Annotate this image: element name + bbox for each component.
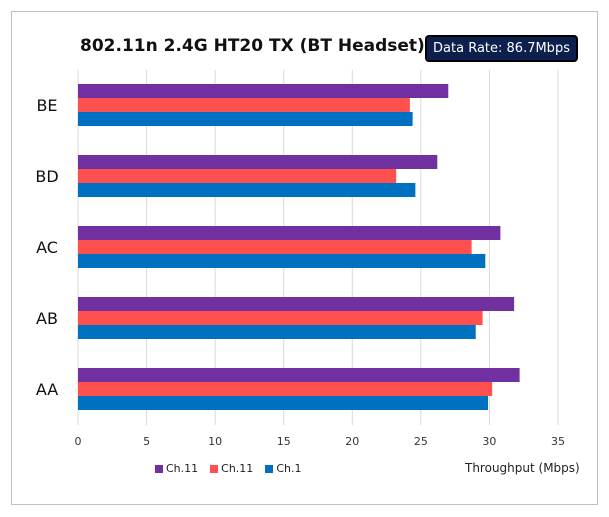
x-tick-label: 30 <box>482 435 496 448</box>
chart-title: 802.11n 2.4G HT20 TX (BT Headset) <box>80 36 425 56</box>
legend: Ch.11 Ch.11 Ch.1 <box>155 462 301 475</box>
x-tick-label: 10 <box>208 435 222 448</box>
bar-aa-series-2 <box>78 396 489 410</box>
bar-bd-series-1 <box>78 169 397 183</box>
legend-label: Ch.11 <box>221 462 254 475</box>
legend-label: Ch.11 <box>166 462 199 475</box>
legend-item: Ch.11 <box>210 462 253 475</box>
bar-be-series-0 <box>78 84 449 98</box>
legend-item: Ch.11 <box>155 462 198 475</box>
legend-swatch-0 <box>155 464 163 473</box>
bar-ac-series-2 <box>78 254 486 268</box>
legend-swatch-1 <box>210 464 219 473</box>
y-category-label: AB <box>36 309 58 328</box>
bar-ac-series-1 <box>78 240 472 254</box>
bar-ac-series-0 <box>78 226 501 240</box>
legend-swatch-2 <box>265 464 274 473</box>
legend-item: Ch.1 <box>265 462 301 475</box>
bar-be-series-1 <box>78 98 410 112</box>
bar-bd-series-2 <box>78 183 416 197</box>
x-tick-label: 0 <box>75 435 82 448</box>
x-tick-label: 5 <box>143 435 150 448</box>
bar-aa-series-1 <box>78 382 493 396</box>
y-category-label: BE <box>36 96 57 115</box>
legend-label: Ch.1 <box>276 462 302 475</box>
bar-ab-series-2 <box>78 325 476 339</box>
x-tick-label: 25 <box>414 435 428 448</box>
bar-ab-series-1 <box>78 311 483 325</box>
x-tick-label: 15 <box>277 435 291 448</box>
y-category-label: BD <box>35 167 58 186</box>
x-tick-label: 35 <box>551 435 565 448</box>
y-category-label: AA <box>36 380 58 399</box>
x-tick-label: 20 <box>345 435 359 448</box>
data-rate-badge: Data Rate: 86.7Mbps <box>425 35 578 62</box>
bar-be-series-2 <box>78 112 413 126</box>
x-axis-label: Throughput (Mbps) <box>465 461 580 475</box>
y-category-label: AC <box>36 238 58 257</box>
bar-bd-series-0 <box>78 155 438 169</box>
bar-ab-series-0 <box>78 297 515 311</box>
bar-aa-series-0 <box>78 368 520 382</box>
